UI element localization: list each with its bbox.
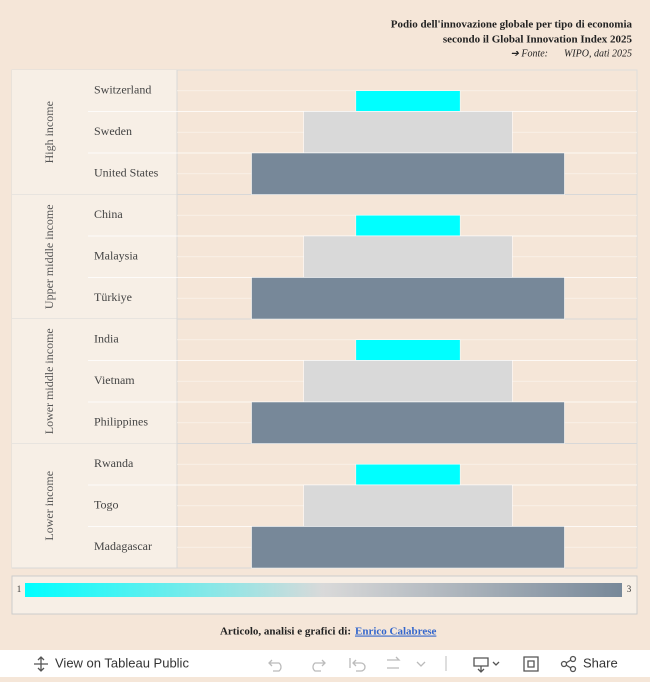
plot: High income Switzerland Sweden United State… [12, 70, 637, 569]
group-band [12, 194, 177, 319]
legend-max: 3 [627, 584, 632, 594]
group-band [12, 319, 177, 444]
group-label: Lower income [42, 471, 56, 541]
group-label: Upper middle income [42, 204, 56, 309]
category-label: Switzerland [94, 83, 151, 97]
bar [355, 464, 461, 486]
legend-min: 1 [17, 584, 22, 594]
source: WIPO, dati 2025 [564, 48, 632, 59]
category-label: Philippines [94, 415, 148, 429]
bar [303, 484, 513, 527]
group-band [12, 70, 177, 195]
bar [355, 90, 461, 112]
group-band [12, 443, 177, 568]
bar [303, 360, 513, 403]
bar [251, 277, 565, 320]
bar [355, 215, 461, 237]
category-label: Sweden [94, 124, 132, 138]
author-link[interactable]: Enrico Calabrese [355, 626, 436, 638]
toolbar-icons [34, 655, 577, 673]
color-legend [25, 583, 622, 597]
category-label: Madagascar [94, 539, 152, 553]
footer-text: Articolo, analisi e grafici di: [220, 626, 351, 638]
group-label: High income [42, 101, 56, 163]
subtitle: secondo il Global Innovation Index 2025 [443, 34, 633, 46]
bar [355, 339, 461, 361]
bar [251, 526, 565, 569]
category-label: Malaysia [94, 249, 139, 263]
source-prefix: ➔ Fonte: [510, 48, 548, 59]
category-label: Rwanda [94, 456, 134, 470]
bar [251, 401, 565, 444]
category-label: Vietnam [94, 373, 135, 387]
title: Podio dell'innovazione globale per tipo … [391, 19, 633, 31]
bar [251, 152, 565, 195]
view-on-tableau[interactable]: View on Tableau Public [55, 655, 189, 670]
category-label: India [94, 332, 119, 346]
category-label: United States [94, 166, 159, 180]
category-label: Togo [94, 498, 119, 512]
group-label: Lower middle income [42, 328, 56, 434]
category-label: China [94, 207, 123, 221]
share-button[interactable]: Share [583, 655, 618, 670]
bar [303, 235, 513, 278]
category-label: Türkiye [94, 290, 132, 304]
bar [303, 111, 513, 154]
